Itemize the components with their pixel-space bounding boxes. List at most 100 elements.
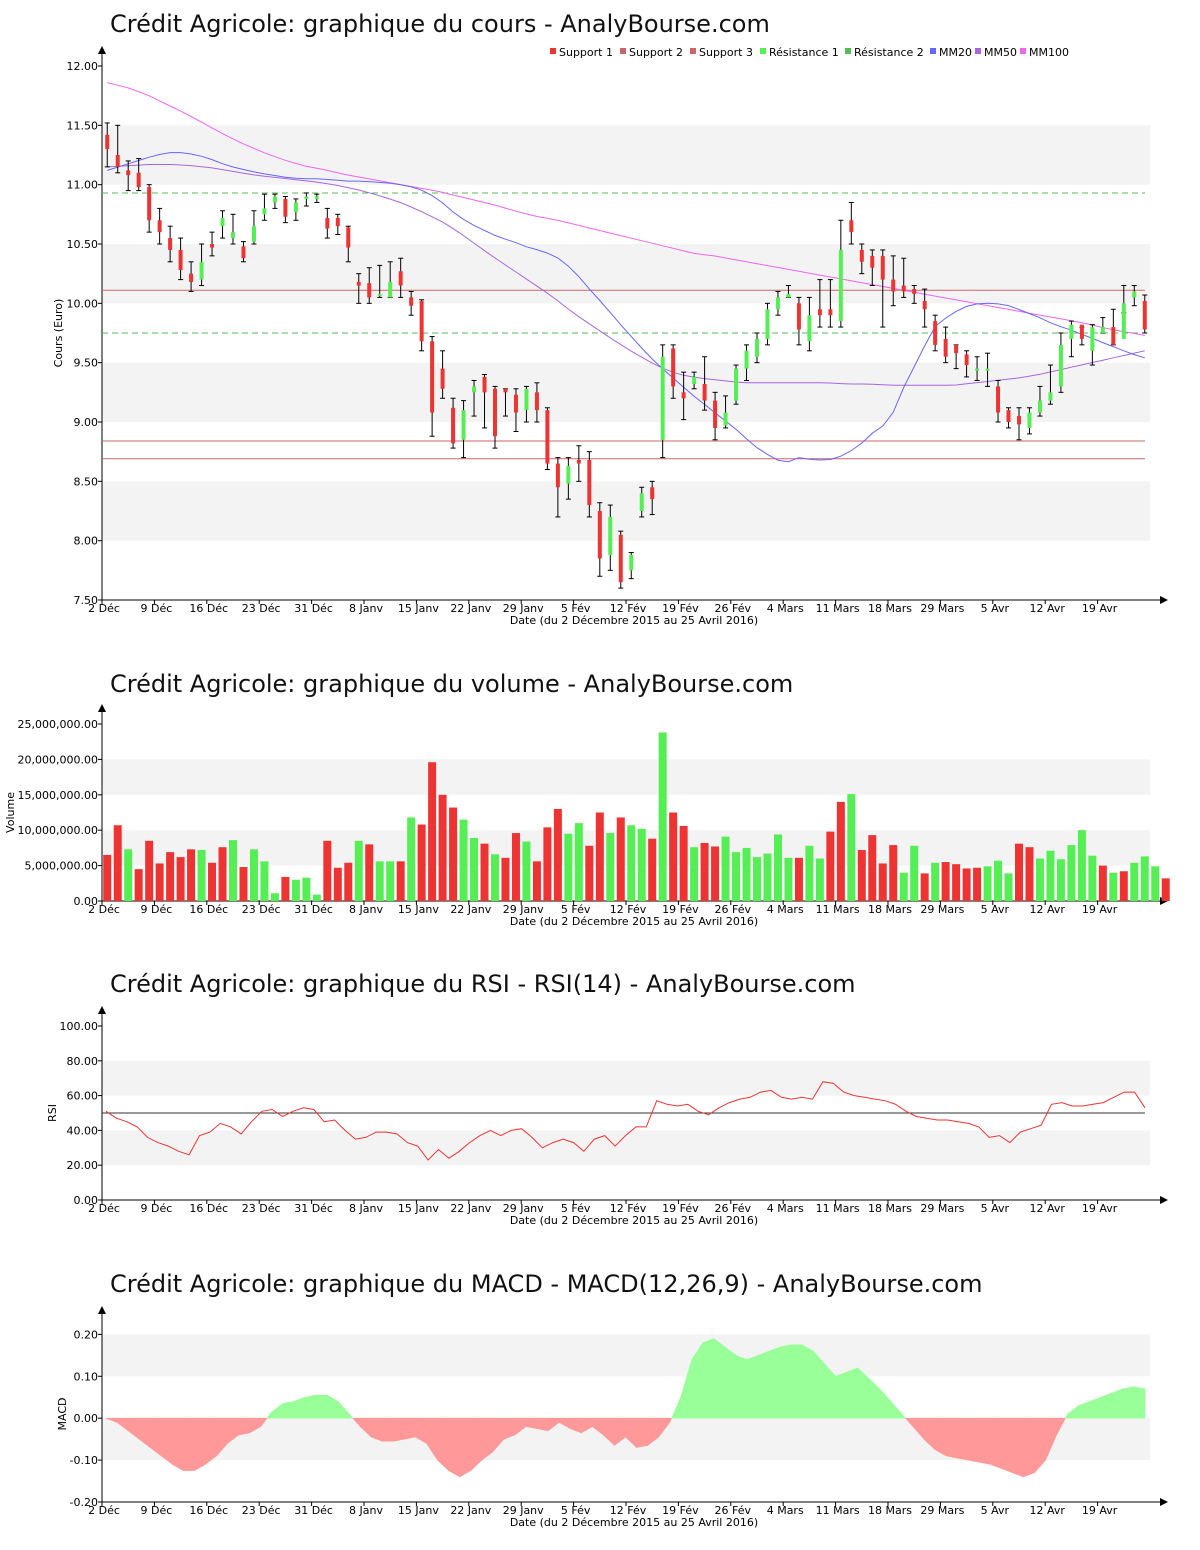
macd-area-positive (713, 1337, 726, 1419)
macd-area-negative (967, 1417, 980, 1463)
y-tick-label: 0.00 (74, 1412, 99, 1425)
candle-down (136, 172, 141, 188)
candle-up (639, 493, 644, 511)
candle-up (472, 386, 477, 393)
candle-up (524, 388, 529, 411)
x-tick-label: 19 Fév (662, 903, 699, 916)
candle-up (388, 281, 393, 298)
x-axis-label: Date (du 2 Décembre 2015 au 25 Avril 201… (510, 614, 758, 627)
candle-down (912, 289, 917, 294)
x-axis-label: Date (du 2 Décembre 2015 au 25 Avril 201… (510, 915, 758, 928)
volume-bar (711, 846, 720, 901)
legend-label: MM50 (984, 46, 1017, 59)
macd-area-negative (459, 1417, 472, 1478)
candle-down (702, 384, 707, 401)
macd-area-positive (735, 1354, 748, 1419)
x-tick-label: 12 Fév (610, 903, 647, 916)
x-axis-arrow (1160, 1498, 1168, 1506)
grid-band (102, 830, 1150, 866)
volume-bar (281, 876, 290, 901)
macd-area-negative (1001, 1417, 1013, 1474)
volume-bar (407, 817, 416, 901)
volume-bar (197, 850, 206, 901)
candle-down (545, 410, 550, 464)
volume-bar (417, 824, 426, 901)
macd-area-positive (890, 1400, 903, 1419)
candle-down (996, 386, 1001, 413)
candle-up (723, 412, 728, 426)
x-tick-label: 12 Avr (1029, 1504, 1065, 1517)
x-tick-label: 31 Déc (294, 903, 333, 916)
volume-bar (291, 879, 300, 901)
volume-bar (1130, 862, 1139, 901)
candle-up (199, 261, 204, 280)
macd-area-positive (768, 1346, 781, 1419)
x-tick-label: 19 Avr (1082, 903, 1118, 916)
y-tick-label: 11.50 (67, 119, 99, 132)
volume-bar (522, 841, 531, 901)
candle-down (419, 300, 424, 342)
legend-swatch (1020, 48, 1026, 54)
volume-bar (899, 872, 908, 901)
rsi-chart-title: Crédit Agricole: graphique du RSI - RSI(… (110, 970, 856, 998)
volume-bar (679, 825, 688, 901)
x-tick-label: 18 Mars (868, 1202, 912, 1215)
macd-area-negative (172, 1417, 184, 1472)
grid-band (102, 759, 1150, 795)
x-tick-label: 31 Déc (294, 602, 333, 615)
x-tick-label: 29 Mars (920, 903, 964, 916)
candle-down (1142, 300, 1147, 330)
candle-up (629, 554, 634, 571)
candle-up (377, 293, 382, 296)
candle-up (734, 368, 739, 401)
y-axis-label: Cours (Euro) (52, 299, 65, 368)
x-tick-label: 5 Avr (981, 602, 1010, 615)
x-tick-label: 19 Fév (662, 602, 699, 615)
x-tick-label: 26 Fév (715, 1202, 752, 1215)
volume-bar (459, 819, 468, 901)
candle-down (880, 255, 885, 280)
legend-swatch (550, 48, 556, 54)
volume-bar (753, 857, 761, 901)
x-tick-label: 12 Fév (610, 602, 647, 615)
x-tick-label: 16 Déc (189, 903, 228, 916)
grid-band (102, 244, 1150, 304)
candle-up (1069, 324, 1074, 339)
volume-bar (480, 843, 489, 901)
x-tick-label: 19 Avr (1082, 602, 1118, 615)
grid-band (102, 362, 1150, 422)
x-tick-label: 15 Janv (398, 602, 439, 615)
volume-bar (585, 845, 594, 901)
macd-area-positive (746, 1354, 759, 1419)
x-tick-label: 23 Déc (242, 602, 281, 615)
x-tick-label: 26 Fév (715, 903, 752, 916)
candle-down (335, 217, 340, 227)
candle-down (891, 279, 896, 292)
candle-up (314, 196, 319, 199)
volume-bar (878, 863, 887, 901)
volume-bar (826, 831, 835, 901)
macd-area-positive (304, 1394, 317, 1419)
macd-area-positive (326, 1394, 339, 1419)
candle-down (964, 354, 969, 366)
macd-area-negative (1012, 1417, 1024, 1478)
candle-up (975, 368, 980, 371)
macd-area-positive (671, 1397, 682, 1419)
volume-bar (920, 873, 929, 901)
macd-area-positive (1111, 1388, 1124, 1419)
candle-down (189, 273, 194, 282)
y-tick-label: 20.00 (67, 1159, 99, 1172)
x-tick-label: 29 Mars (920, 1202, 964, 1215)
volume-bar (836, 801, 845, 901)
volume-bar (606, 833, 615, 901)
macd-area-negative (978, 1417, 991, 1465)
y-axis-arrow (98, 1306, 106, 1314)
macd-area-negative (1056, 1417, 1066, 1436)
candle-up (985, 368, 990, 371)
macd-area-negative (382, 1417, 394, 1442)
volume-bar (616, 817, 625, 901)
macd-area-negative (205, 1417, 217, 1465)
macd-area-positive (1100, 1392, 1113, 1419)
macd-area-negative (238, 1417, 250, 1436)
volume-bar (1067, 845, 1076, 901)
